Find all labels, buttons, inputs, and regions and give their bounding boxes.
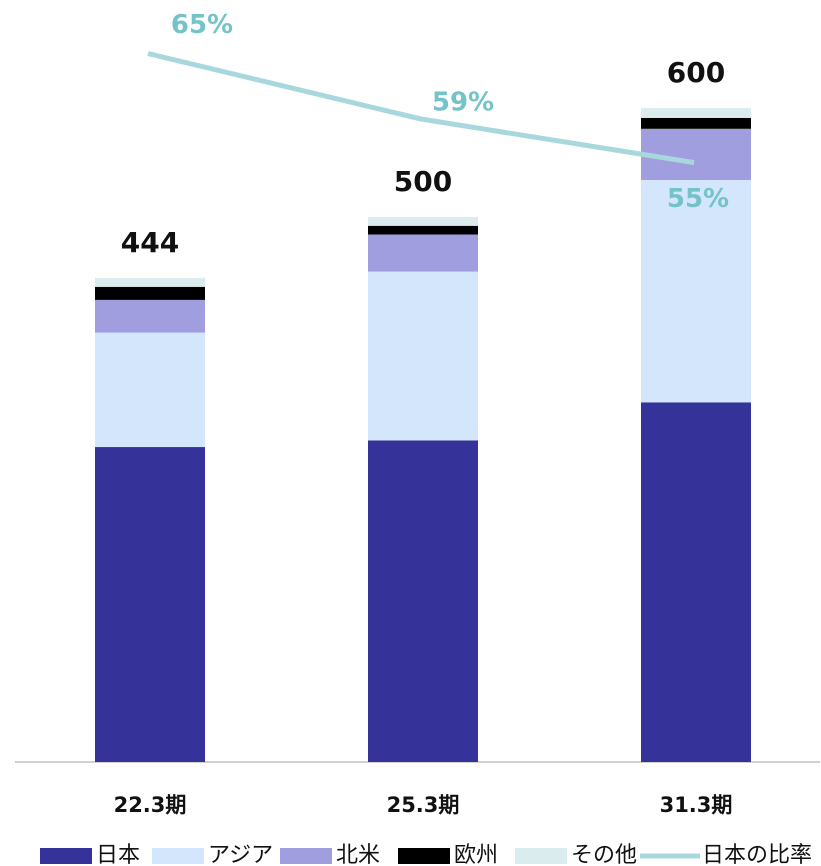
legend-label: 日本の比率 <box>702 843 812 866</box>
bar-segment <box>95 332 205 448</box>
bar-segment <box>641 108 751 118</box>
bar-segment <box>641 128 751 181</box>
ratio-label: 59% <box>432 87 494 117</box>
ratio-label: 55% <box>667 184 729 214</box>
x-tick-label: 25.3期 <box>387 793 460 817</box>
bar-segment <box>641 180 751 403</box>
legend-label: アジア <box>208 843 273 866</box>
total-label: 444 <box>121 226 179 259</box>
bar-segment <box>95 286 205 300</box>
legend-swatch <box>398 848 450 864</box>
bar-segment <box>368 440 478 762</box>
legend-label: その他 <box>571 843 637 866</box>
bar-segment <box>641 402 751 762</box>
ratio-label: 65% <box>171 10 233 40</box>
total-label: 600 <box>667 56 725 89</box>
legend-swatch <box>515 848 567 864</box>
bar-segment <box>95 299 205 333</box>
total-label: 500 <box>394 165 452 198</box>
bar-segment <box>95 447 205 762</box>
x-tick-label: 22.3期 <box>114 793 187 817</box>
legend-label: 日本 <box>96 843 140 866</box>
x-tick-label: 31.3期 <box>660 793 733 817</box>
ratio-line <box>147 51 695 166</box>
legend-swatch <box>40 848 92 864</box>
legend-label: 北米 <box>336 843 380 866</box>
bar-segment <box>368 217 478 226</box>
bar-segment <box>368 225 478 235</box>
legend-label: 欧州 <box>454 843 498 866</box>
bar-segment <box>368 234 478 272</box>
bar-segment <box>368 271 478 441</box>
legend-swatch <box>152 848 204 864</box>
legend-swatch <box>280 848 332 864</box>
bar-segment <box>95 278 205 287</box>
bar-segment <box>641 117 751 129</box>
